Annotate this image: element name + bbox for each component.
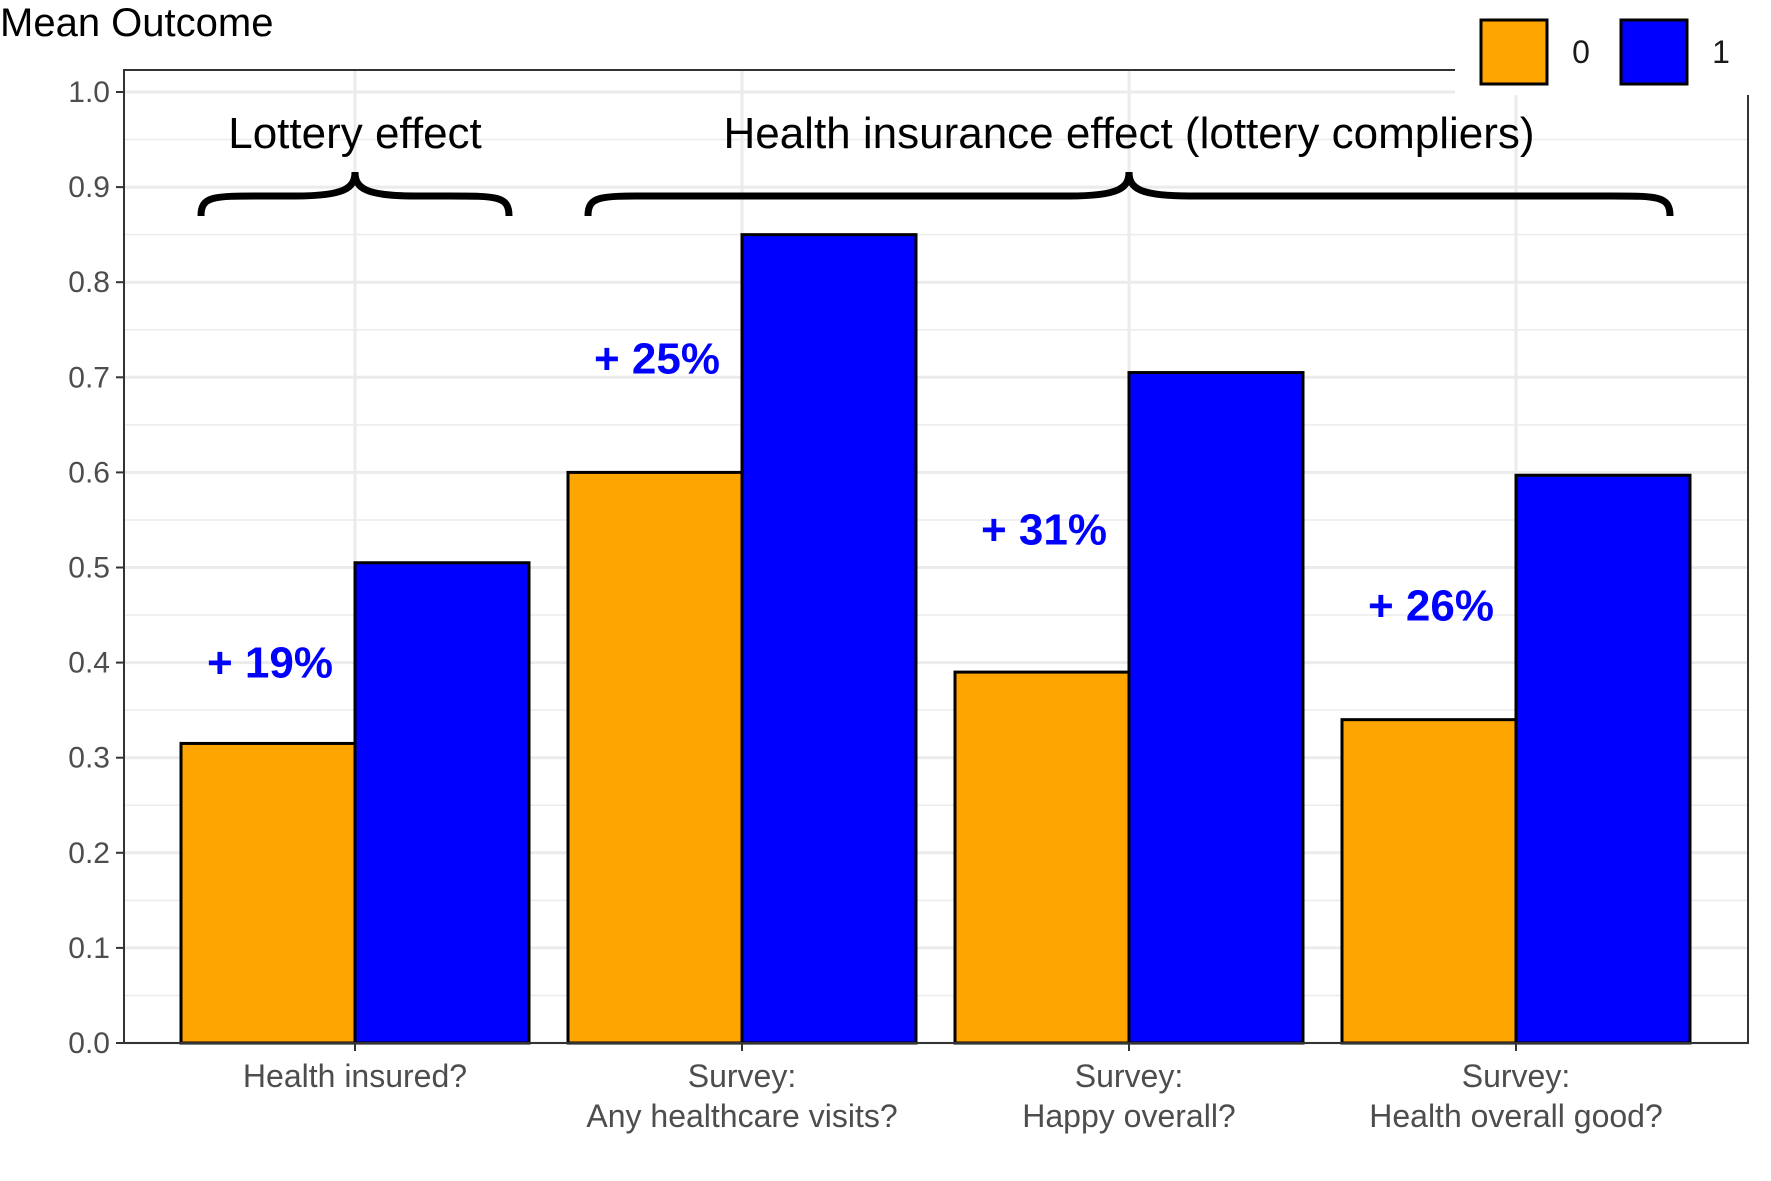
y-axis-ticks: 0.0 0.1 0.2 0.3 0.4 0.5 0.6 0.7 0.8 0.9 1.0 bbox=[68, 76, 124, 1060]
bar-0-3 bbox=[1340, 718, 1518, 1045]
y-tick-label: 0.1 bbox=[68, 932, 110, 965]
effect-label: + 25% bbox=[594, 334, 720, 383]
effect-label: + 31% bbox=[981, 505, 1107, 554]
y-tick-label: 0.0 bbox=[68, 1027, 110, 1060]
effect-label: + 26% bbox=[1368, 582, 1494, 631]
brace-annotations: Lottery effect Health insurance effect (l… bbox=[197, 109, 1674, 217]
legend-key-1 bbox=[1619, 18, 1689, 86]
x-tick-label: Survey: bbox=[1462, 1058, 1570, 1094]
x-tick-label: Health overall good? bbox=[1369, 1098, 1663, 1134]
x-tick-label: Any healthcare visits? bbox=[586, 1098, 897, 1134]
x-tick-label: Happy overall? bbox=[1022, 1098, 1235, 1134]
bars bbox=[179, 233, 1692, 1045]
y-tick-label: 1.0 bbox=[68, 76, 110, 109]
effect-label: + 19% bbox=[207, 639, 333, 688]
panel-border bbox=[123, 69, 1749, 1044]
bar-1-3 bbox=[1514, 473, 1692, 1045]
y-tick-label: 0.9 bbox=[68, 171, 110, 204]
legend-key-0 bbox=[1479, 18, 1549, 86]
y-tick-label: 0.6 bbox=[68, 456, 110, 489]
effect-annotations: + 19% + 25% + 31% + 26% bbox=[207, 334, 1494, 687]
y-tick-label: 0.4 bbox=[68, 647, 110, 680]
brace-shape bbox=[197, 171, 513, 217]
y-tick-label: 0.8 bbox=[68, 266, 110, 299]
bar-1-0 bbox=[353, 561, 531, 1045]
y-tick-label: 0.2 bbox=[68, 837, 110, 870]
bar-1-2 bbox=[1127, 371, 1305, 1045]
y-tick-label: 0.7 bbox=[68, 361, 110, 394]
y-tick-label: 0.3 bbox=[68, 742, 110, 775]
bar-0-2 bbox=[953, 670, 1131, 1045]
legend-label-0: 0 bbox=[1572, 34, 1590, 70]
bar-0-0 bbox=[179, 741, 357, 1045]
x-tick-label: Health insured? bbox=[243, 1058, 467, 1094]
x-tick-label: Survey: bbox=[688, 1058, 796, 1094]
bar-0-1 bbox=[566, 470, 744, 1045]
brace-shape bbox=[584, 171, 1674, 217]
legend-label-1: 1 bbox=[1712, 34, 1730, 70]
x-tick-label: Survey: bbox=[1075, 1058, 1183, 1094]
brace-label: Health insurance effect (lottery complie… bbox=[723, 109, 1534, 158]
y-axis-title: Mean Outcome bbox=[0, 1, 273, 45]
y-tick-label: 0.5 bbox=[68, 552, 110, 585]
brace-label: Lottery effect bbox=[228, 109, 482, 158]
x-axis-ticks: Health insured? Survey: Any healthcare vis… bbox=[243, 1043, 1663, 1134]
bar-1-1 bbox=[740, 233, 918, 1045]
plot-frame bbox=[123, 69, 1749, 1044]
